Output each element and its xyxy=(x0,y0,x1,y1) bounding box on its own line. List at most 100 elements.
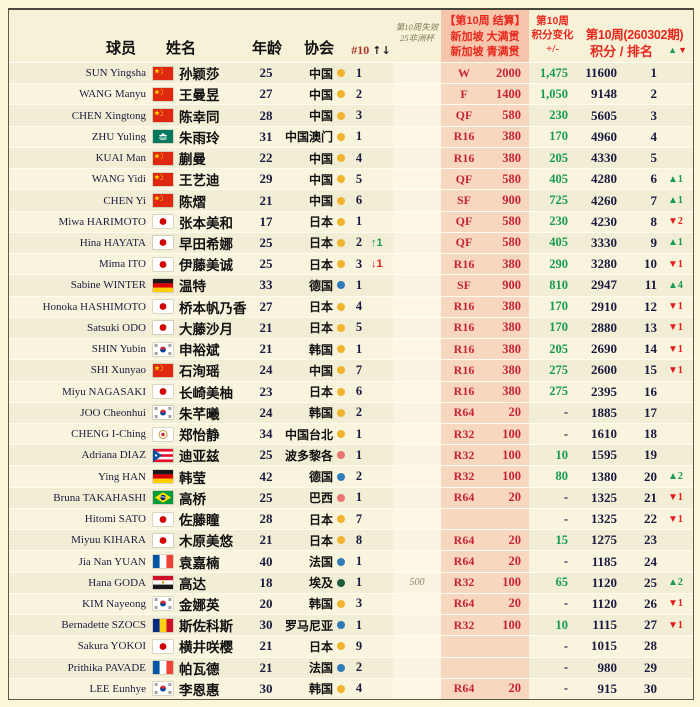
flag-icon-cn xyxy=(149,360,177,380)
player-name-cn: 长崎美柚 xyxy=(179,385,233,401)
player-age: 25 xyxy=(259,447,273,463)
continent-dot-icon xyxy=(333,339,349,359)
points-change: 205 xyxy=(549,341,568,356)
association-rank: 1 xyxy=(355,575,363,590)
association-name: 罗马尼亚 xyxy=(284,618,333,633)
points-change: 810 xyxy=(549,277,568,292)
continent-dot-europe xyxy=(337,557,345,566)
association-name: 韩国 xyxy=(308,342,333,357)
association-rank: 7 xyxy=(355,362,363,377)
total-points: 9148 xyxy=(591,86,617,102)
total-points: 2395 xyxy=(591,383,617,399)
flag-icon-jp xyxy=(153,512,173,526)
player-age: 23 xyxy=(259,383,273,399)
player-age: 30 xyxy=(259,617,273,633)
rank-change: ▼1 xyxy=(668,258,683,270)
event-points: 380 xyxy=(487,254,529,275)
col-header-week10-rank: #10 ↑↓ xyxy=(345,43,397,58)
player-name-cn: 横井咲樱 xyxy=(179,640,233,656)
association-rank-change xyxy=(369,169,393,189)
points-change: - xyxy=(563,490,568,505)
player-name-en: Miwa HARIMOTO xyxy=(58,215,147,228)
points-change: 275 xyxy=(549,362,568,377)
association-name: 中国 xyxy=(308,151,333,166)
player-name-cn: 早田希娜 xyxy=(179,236,233,252)
flag-icon-jp xyxy=(149,297,177,317)
table-row: Bruna TAKAHASHI 高桥 25 巴西 1 R64 20 - 1325 21 ▼1 xyxy=(9,487,693,509)
association-rank: 1 xyxy=(355,617,363,632)
world-rank: 29 xyxy=(644,659,657,675)
table-row: Honoka HASHIMOTO 桥本帆乃香 27 日本 4 R16 380 170 2910 1… xyxy=(9,296,693,318)
association-name: 日本 xyxy=(308,300,333,315)
player-name-cn: 李恩惠 xyxy=(179,682,220,698)
association-rank: 2 xyxy=(355,405,363,420)
flag-icon-fr xyxy=(149,551,177,571)
points-change: 65 xyxy=(555,575,569,590)
world-rank: 22 xyxy=(644,511,657,527)
player-name-en: Satsuki ODO xyxy=(87,321,146,334)
total-points: 1275 xyxy=(591,532,617,548)
player-name-cn: 木原美悠 xyxy=(179,534,233,550)
player-name-en: Mima ITO xyxy=(98,258,146,271)
event-round: R16 xyxy=(441,254,487,275)
continent-dot-asia xyxy=(337,132,345,141)
rank-change xyxy=(665,679,693,699)
event-points: 380 xyxy=(487,126,529,147)
association-rank-change xyxy=(369,339,393,359)
event-points: 1400 xyxy=(487,84,529,105)
table-body: SUN Yingsha 孙颖莎 25 中国 1 W 2000 1,475 11600 1 WANG … xyxy=(9,63,693,700)
association-rank-change xyxy=(369,530,393,550)
total-points: 1115 xyxy=(592,617,617,633)
player-age: 22 xyxy=(259,150,273,166)
flag-icon-jp xyxy=(153,215,173,229)
event-round xyxy=(441,636,487,657)
player-name-cn: 郑怡静 xyxy=(179,428,220,444)
player-name-en: Sabine WINTER xyxy=(70,279,146,292)
points-change: 170 xyxy=(549,129,568,144)
table-row: Mima ITO 伊藤美诚 25 日本 3 ↓1 R16 380 290 3280 10 ▼1 xyxy=(9,254,693,276)
expired-points xyxy=(393,232,441,254)
continent-dot-icon xyxy=(333,636,349,656)
association-rank: 5 xyxy=(355,320,363,335)
total-points: 4230 xyxy=(591,213,617,229)
col-header-age: 年龄 xyxy=(251,40,282,57)
player-age: 27 xyxy=(259,86,273,102)
player-name-en: Hitomi SATO xyxy=(84,513,146,526)
flag-icon-kr xyxy=(149,403,177,423)
player-age: 33 xyxy=(259,277,273,293)
rank-change: ▼1 xyxy=(668,513,683,525)
event-points: 20 xyxy=(487,551,529,572)
continent-dot-asia xyxy=(337,515,345,524)
association-rank-change xyxy=(369,488,393,508)
player-age: 17 xyxy=(259,213,273,229)
col-header-event-result: 【第10周 结算】 新加坡 大满贯 新加坡 青满贯 xyxy=(441,10,529,62)
total-points: 1595 xyxy=(591,447,617,463)
flag-icon-ro xyxy=(149,615,177,635)
player-name-en: Hina HAYATA xyxy=(79,236,146,249)
expired-points xyxy=(393,147,441,169)
event-round: R32 xyxy=(441,615,487,636)
event-round: QF xyxy=(441,211,487,232)
association-rank-change xyxy=(369,466,393,486)
association-name: 日本 xyxy=(308,533,333,548)
flag-icon-cn xyxy=(149,148,177,168)
event-line1: 【第10周 结算】 xyxy=(444,15,526,27)
continent-dot-asia xyxy=(337,387,345,396)
world-rank: 13 xyxy=(644,319,657,335)
rank-change xyxy=(665,84,693,104)
continent-dot-icon xyxy=(333,148,349,168)
points-change: 170 xyxy=(549,299,568,314)
rank-change: ▼2 xyxy=(668,216,683,228)
continent-dot-icon xyxy=(333,466,349,486)
flag-icon-tw xyxy=(153,427,173,441)
event-points: 380 xyxy=(487,360,529,381)
rank-change: ▲1 xyxy=(668,173,683,185)
player-name-cn: 高达 xyxy=(179,576,206,592)
table-row: SHI Xunyao 石洵瑶 24 中国 7 R16 380 275 2600 15 ▼1 xyxy=(9,360,693,382)
expired-points: 500 xyxy=(393,572,441,593)
total-points: 11600 xyxy=(585,65,617,81)
flag-icon-br xyxy=(153,491,173,505)
association-rank-change: ↑1 xyxy=(371,236,383,249)
world-rank: 25 xyxy=(644,574,657,590)
expired-points xyxy=(393,126,441,147)
